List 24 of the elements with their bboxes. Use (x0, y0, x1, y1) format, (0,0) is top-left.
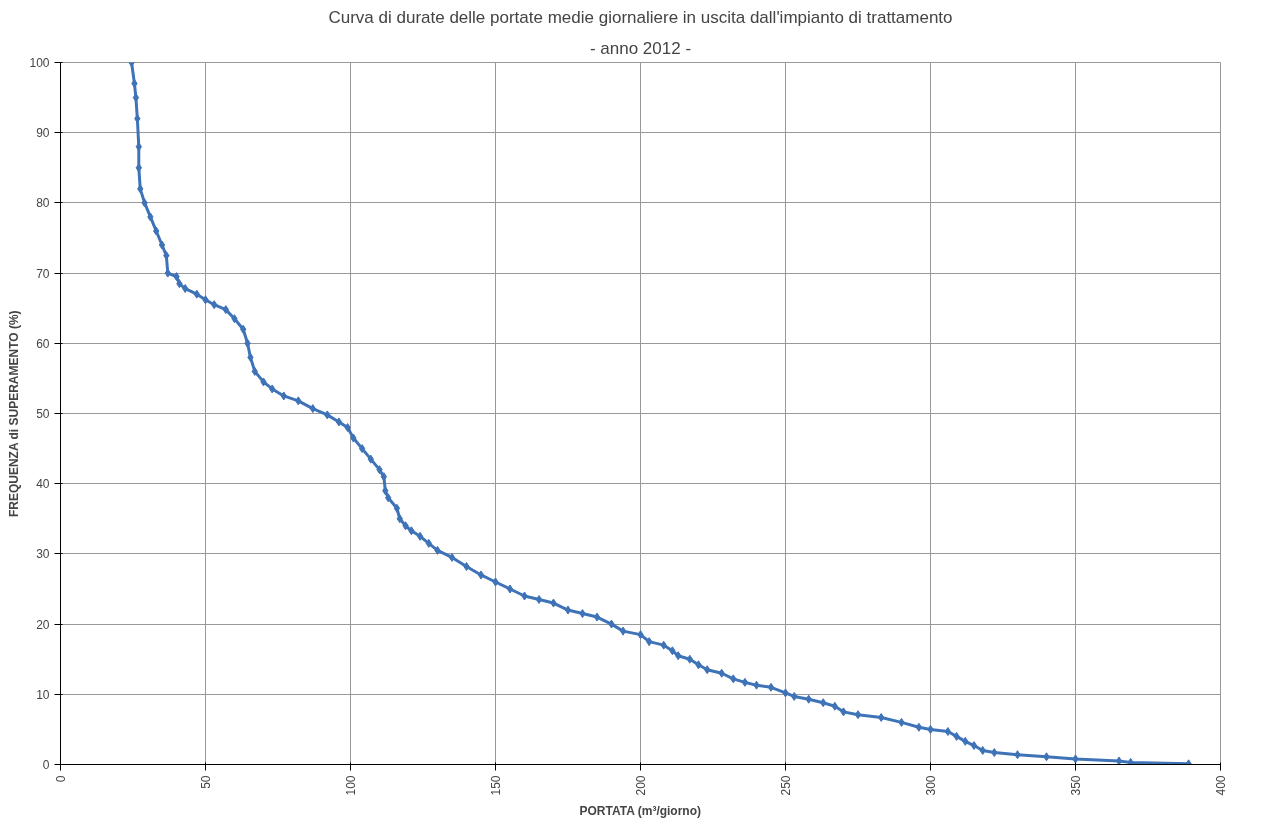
y-tick-label: 80 (36, 196, 50, 211)
y-tick-label: 20 (36, 617, 50, 632)
x-tick-label: 200 (634, 775, 648, 796)
y-tick-label: 0 (42, 758, 50, 772)
y-tick-label: 10 (36, 687, 50, 702)
y-tick-label: 60 (36, 336, 50, 351)
y-tick-label: 40 (36, 477, 50, 492)
x-axis-title: PORTATA (m³/giorno) (579, 803, 702, 818)
y-tick-label: 90 (36, 126, 50, 141)
x-tick-label: 350 (1069, 775, 1083, 796)
x-tick-label: 150 (489, 775, 503, 796)
y-tick-label: 70 (36, 266, 50, 281)
chart-subtitle: - anno 2012 - (589, 38, 692, 58)
y-tick-label: 100 (29, 56, 50, 70)
y-axis-title: FREQUENZA di SUPERAMENTO (%) (7, 310, 22, 518)
x-tick-label: 250 (779, 775, 793, 796)
x-tick-label: 100 (344, 775, 358, 796)
x-tick-label: 300 (924, 775, 938, 796)
x-tick-label: 0 (54, 775, 68, 783)
y-tick-label: 50 (36, 407, 50, 421)
chart-title: Curva di durate delle portate medie giornaliere in uscita dall'impianto di trattamento (328, 7, 953, 27)
y-tick-label: 30 (36, 547, 50, 562)
x-tick-label: 50 (199, 775, 213, 789)
x-tick-label: 400 (1214, 775, 1228, 796)
